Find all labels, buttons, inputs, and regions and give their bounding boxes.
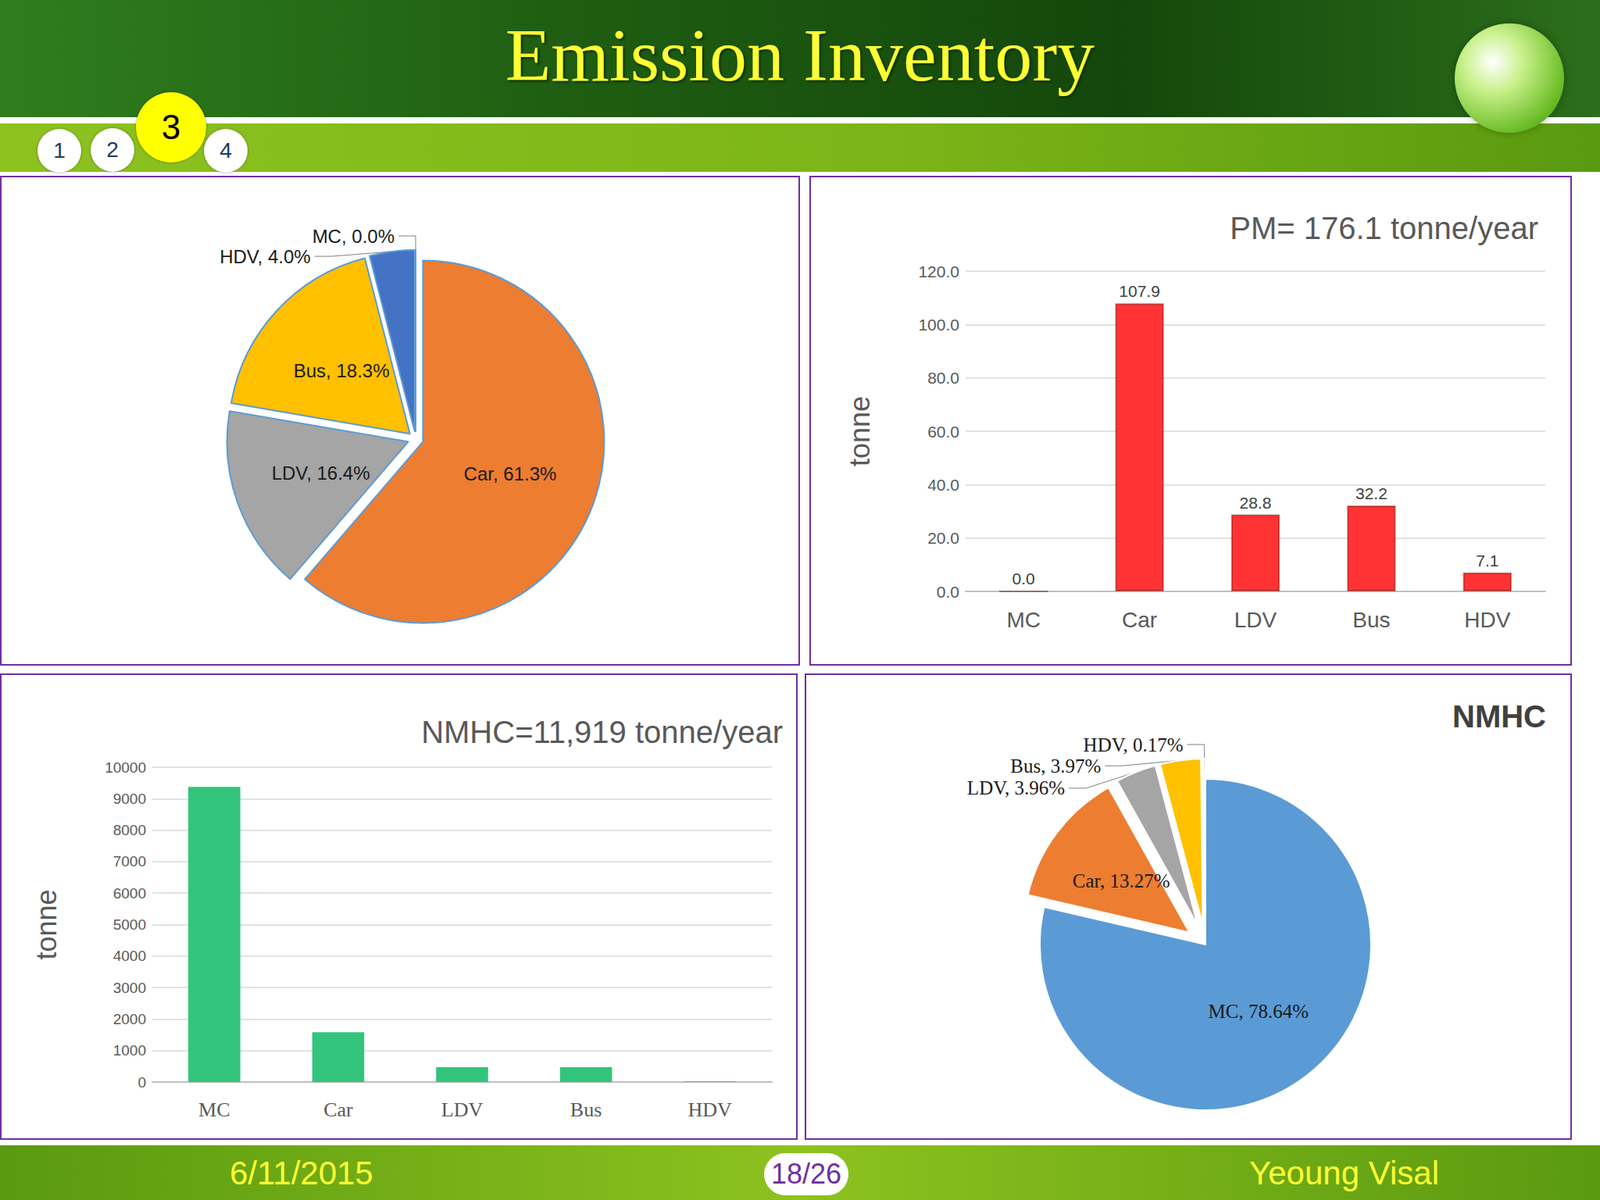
- svg-text:MC, 0.0%: MC, 0.0%: [312, 225, 395, 247]
- svg-text:40.0: 40.0: [927, 475, 960, 494]
- svg-text:tonne: tonne: [30, 889, 63, 960]
- svg-text:32.2: 32.2: [1355, 484, 1388, 503]
- svg-text:7.1: 7.1: [1475, 551, 1499, 570]
- svg-text:2000: 2000: [113, 1010, 147, 1028]
- html-text:Emission Inventory: Emission Inventory: [505, 13, 1095, 97]
- svg-text:0.0: 0.0: [936, 582, 960, 601]
- svg-text:HDV: HDV: [688, 1098, 733, 1122]
- svg-text:Car: Car: [1121, 607, 1158, 633]
- html-text:3: 3: [161, 107, 181, 147]
- svg-text:7000: 7000: [113, 853, 147, 870]
- svg-text:5000: 5000: [113, 916, 147, 933]
- svg-text:20.0: 20.0: [927, 528, 960, 547]
- svg-text:4000: 4000: [113, 947, 147, 965]
- svg-text:LDV: LDV: [441, 1098, 484, 1122]
- svg-text:60.0: 60.0: [927, 422, 960, 441]
- svg-text:8000: 8000: [113, 821, 147, 839]
- svg-text:LDV, 16.4%: LDV, 16.4%: [271, 462, 371, 484]
- svg-text:80.0: 80.0: [927, 368, 960, 387]
- svg-text:HDV, 4.0%: HDV, 4.0%: [219, 246, 311, 268]
- svg-text:28.8: 28.8: [1239, 493, 1272, 512]
- svg-text:Bus, 3.97%: Bus, 3.97%: [1010, 755, 1101, 777]
- svg-text:HDV, 0.17%: HDV, 0.17%: [1083, 734, 1184, 756]
- svg-text:MC: MC: [1006, 607, 1041, 633]
- html-text:Yeoung Visal: Yeoung Visal: [1249, 1154, 1440, 1192]
- svg-text:LDV: LDV: [1234, 607, 1278, 633]
- svg-text:NMHC: NMHC: [1452, 699, 1547, 734]
- svg-text:Car, 13.27%: Car, 13.27%: [1072, 870, 1171, 892]
- svg-text:LDV, 3.96%: LDV, 3.96%: [967, 777, 1065, 799]
- svg-text:0: 0: [137, 1074, 147, 1091]
- svg-text:6000: 6000: [113, 885, 147, 902]
- svg-text:120.0: 120.0: [917, 262, 960, 281]
- html-text:2: 2: [106, 137, 119, 162]
- svg-text:Bus, 18.3%: Bus, 18.3%: [293, 360, 390, 382]
- svg-text:10000: 10000: [104, 759, 147, 776]
- svg-text:PM= 176.1 tonne/year: PM= 176.1 tonne/year: [1229, 210, 1539, 246]
- svg-text:3000: 3000: [113, 979, 147, 997]
- svg-text:Bus: Bus: [1352, 607, 1390, 633]
- svg-text:1000: 1000: [113, 1042, 147, 1059]
- svg-text:Car: Car: [323, 1098, 354, 1122]
- svg-text:100.0: 100.0: [917, 315, 960, 334]
- svg-text:9000: 9000: [113, 790, 147, 808]
- svg-text:HDV: HDV: [1464, 607, 1511, 633]
- svg-text:Bus: Bus: [570, 1098, 602, 1122]
- svg-text:MC, 78.64%: MC, 78.64%: [1208, 1000, 1309, 1022]
- svg-text:107.9: 107.9: [1118, 282, 1161, 300]
- svg-text:tonne: tonne: [843, 396, 876, 467]
- svg-text:MC: MC: [198, 1098, 230, 1122]
- html-text:18/26: 18/26: [771, 1157, 842, 1190]
- html-text:1: 1: [53, 138, 66, 163]
- html-text:4: 4: [219, 138, 232, 163]
- svg-text:NMHC=11,919 tonne/year: NMHC=11,919 tonne/year: [421, 714, 783, 750]
- svg-text:0.0: 0.0: [1012, 569, 1036, 588]
- svg-text:Car, 61.3%: Car, 61.3%: [464, 463, 558, 485]
- html-text:6/11/2015: 6/11/2015: [229, 1154, 374, 1192]
